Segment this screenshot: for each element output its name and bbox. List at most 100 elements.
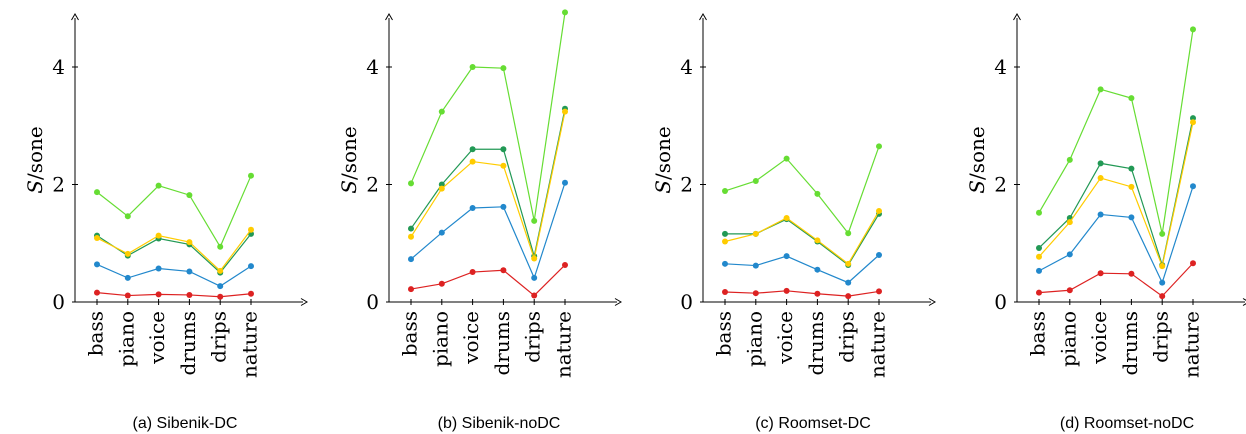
data-point (845, 293, 852, 300)
series-line-5 (96, 292, 252, 298)
data-point (408, 180, 414, 187)
data-point (1097, 160, 1104, 167)
data-point (531, 274, 538, 281)
y-axis-label-unit: /sone (23, 126, 47, 180)
y-tick-label: 2 (52, 173, 65, 197)
data-point (752, 230, 759, 237)
x-tick-label: piano (114, 311, 138, 367)
data-point (783, 253, 790, 260)
data-point (186, 268, 193, 275)
y-axis-label: S/sone (23, 126, 47, 193)
data-point (500, 203, 507, 210)
panel-caption: (d) Roomset-noDC (1060, 415, 1194, 432)
data-point (217, 293, 224, 300)
data-point (1036, 289, 1042, 296)
x-tick-label: piano (428, 311, 452, 367)
data-point (155, 232, 162, 239)
series-line-4 (1038, 186, 1194, 285)
data-point (469, 205, 476, 211)
data-point (783, 287, 790, 294)
data-point (1097, 270, 1104, 277)
data-point (469, 146, 476, 153)
series-line-3 (410, 111, 566, 261)
data-point (814, 290, 821, 297)
x-tick-label: bass (712, 311, 736, 356)
data-point (94, 234, 100, 241)
x-tick-label: drums (176, 311, 200, 375)
series-line-2 (725, 213, 880, 266)
data-point (783, 214, 790, 221)
data-point (94, 289, 100, 296)
series-line-3 (724, 210, 880, 265)
data-point (1036, 253, 1042, 260)
chart-panel-2: 0 2 4 S/sone bass piano voice drums drips nature (… (337, 9, 622, 432)
data-point (1066, 287, 1073, 294)
data-point (814, 266, 821, 273)
y-axis-label-unit: /sone (965, 126, 989, 180)
data-point (155, 291, 162, 298)
series-line-1 (410, 12, 566, 222)
data-point (408, 256, 414, 263)
data-point (500, 146, 507, 153)
data-point (783, 155, 790, 162)
chart-panel-4: 0 2 4 S/sone bass piano voice drums drips nature (… (965, 13, 1246, 432)
data-point (562, 9, 568, 16)
data-point (562, 108, 568, 115)
y-axis-label: S/sone (965, 126, 989, 193)
data-point (752, 290, 759, 297)
data-point (1097, 175, 1104, 182)
data-point (1066, 251, 1073, 258)
data-point (124, 213, 131, 220)
series-line-4 (96, 263, 252, 287)
data-point (876, 143, 882, 150)
data-point (1066, 156, 1073, 163)
y-tick-label: 0 (994, 290, 1007, 314)
data-point (1036, 267, 1042, 274)
data-point (562, 179, 568, 186)
x-axis-arrow (1242, 298, 1246, 306)
data-point (217, 243, 224, 250)
data-point (1159, 293, 1166, 300)
chart-panel-3: 0 2 4 S/sone bass piano voice drums drips nature (… (651, 13, 936, 432)
y-axis-label-var: S (965, 180, 989, 194)
data-point (248, 226, 254, 233)
y-tick-label: 0 (52, 290, 65, 314)
x-tick-label: drums (804, 311, 828, 375)
y-axis-label-var: S (337, 180, 361, 194)
x-tick-label: nature (238, 311, 262, 378)
data-point (845, 230, 852, 237)
data-point (500, 162, 507, 169)
x-tick-label: drips (1149, 311, 1173, 363)
series-line-1 (724, 146, 880, 235)
x-tick-label: drums (490, 311, 514, 375)
data-point (1036, 244, 1042, 251)
data-point (124, 250, 131, 257)
series-line-5 (410, 264, 566, 297)
x-tick-label: piano (1056, 311, 1080, 367)
y-axis-label-unit: /sone (337, 126, 361, 180)
data-point (562, 261, 568, 268)
data-point (438, 185, 445, 192)
data-point (722, 187, 728, 194)
y-tick-label: 0 (366, 290, 379, 314)
y-axis-arrow (385, 13, 393, 21)
y-tick-label: 4 (366, 55, 379, 79)
data-point (876, 288, 882, 295)
data-point (469, 64, 476, 70)
data-point (155, 182, 162, 189)
data-point (438, 229, 445, 236)
series-line-5 (1038, 262, 1194, 297)
data-point (531, 292, 538, 299)
y-axis-label-var: S (651, 180, 675, 194)
data-point (1128, 165, 1135, 172)
data-point (186, 291, 193, 298)
data-point (155, 265, 162, 272)
y-tick-label: 2 (680, 173, 693, 197)
data-point (845, 279, 852, 286)
data-point (531, 217, 538, 224)
data-point (814, 190, 821, 197)
y-axis-label: S/sone (651, 126, 675, 193)
data-point (722, 260, 728, 267)
data-point (876, 252, 882, 258)
